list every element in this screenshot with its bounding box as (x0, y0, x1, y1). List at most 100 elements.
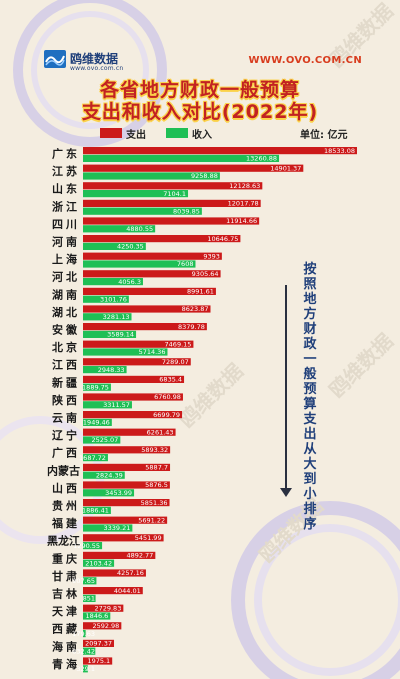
expenditure-value-label: 18533.08 (324, 147, 355, 155)
expenditure-value-label: 10646.75 (207, 235, 238, 243)
expenditure-bar (83, 305, 211, 313)
category-label: 四川 (52, 218, 80, 231)
revenue-bar (83, 207, 202, 215)
revenue-value-label: 9258.88 (191, 172, 218, 180)
expenditure-value-label: 5451.99 (135, 534, 162, 542)
category-label: 湖南 (52, 287, 80, 301)
expenditure-value-label: 4044.01 (114, 587, 141, 595)
revenue-bar (83, 225, 156, 233)
expenditure-value-label: 4892.77 (126, 552, 153, 560)
category-label: 福建 (51, 516, 80, 530)
expenditure-bar (83, 516, 168, 524)
revenue-value-label: 3339.21 (103, 524, 130, 532)
revenue-value-label: 2824.39 (96, 471, 123, 479)
revenue-bar (83, 242, 146, 250)
revenue-bar (83, 154, 280, 162)
category-label: 浙江 (52, 199, 80, 213)
revenue-bar (83, 348, 168, 356)
expenditure-bar (83, 147, 357, 155)
revenue-bar (83, 471, 125, 479)
revenue-bar (83, 524, 133, 532)
revenue-value-label: 4880.55 (126, 225, 153, 233)
expenditure-bar (83, 252, 222, 260)
expenditure-bar (83, 569, 146, 577)
revenue-bar (83, 630, 86, 638)
expenditure-bar (83, 446, 171, 454)
category-label: 广东 (52, 147, 80, 161)
revenue-bar (83, 594, 96, 602)
category-label: 重庆 (52, 551, 80, 565)
revenue-value-label: 3453.99 (105, 489, 132, 497)
category-label: 青海 (52, 657, 80, 671)
revenue-value-label: 1886.41 (82, 507, 109, 515)
expenditure-value-label: 9305.64 (192, 270, 219, 278)
expenditure-value-label: 8379.78 (178, 323, 205, 331)
expenditure-bar (83, 639, 115, 647)
category-label: 甘肃 (52, 569, 80, 583)
revenue-bar (83, 647, 96, 655)
expenditure-value-label: 6835.4 (159, 376, 182, 384)
revenue-bar (83, 260, 196, 268)
expenditure-value-label: 5887.7 (145, 464, 168, 472)
expenditure-bar (83, 393, 183, 401)
expenditure-value-label: 8991.61 (187, 288, 214, 296)
expenditure-value-label: 5851.36 (141, 499, 168, 507)
expenditure-value-label: 4257.16 (117, 569, 144, 577)
chart-title-line-2: 支出和收入对比(2022年) (81, 101, 319, 123)
revenue-bar (83, 418, 112, 426)
revenue-bar (83, 559, 115, 567)
expenditure-value-label: 5691.22 (138, 516, 165, 524)
category-label: 河南 (52, 235, 80, 249)
revenue-value-label: 832.42 (72, 647, 95, 655)
category-label: 北京 (52, 340, 80, 354)
expenditure-value-label: 8623.87 (182, 305, 209, 313)
revenue-bar (83, 489, 135, 497)
expenditure-bar (83, 428, 176, 436)
expenditure-value-label: 2592.98 (92, 622, 119, 630)
expenditure-bar (83, 534, 164, 542)
revenue-bar (83, 172, 220, 180)
expenditure-bar (83, 287, 216, 295)
revenue-value-label: 3281.13 (103, 313, 130, 321)
revenue-value-label: 4250.35 (117, 243, 144, 251)
category-label: 山东 (52, 182, 80, 196)
expenditure-bar (83, 235, 241, 243)
category-label: 江苏 (52, 164, 80, 178)
sort-note: 按照地方财政一般预算支出从大到小排序 (303, 262, 317, 532)
expenditure-bar (83, 657, 113, 665)
logo-text: 鸥维数据 (70, 52, 119, 66)
expenditure-value-label: 2097.37 (85, 640, 112, 648)
legend-swatch-revenue (166, 128, 188, 138)
expenditure-value-label: 12017.78 (228, 200, 259, 208)
expenditure-bar (83, 358, 191, 366)
revenue-value-label: 851 (83, 595, 95, 603)
revenue-bar (83, 454, 108, 462)
category-label: 吉林 (52, 587, 80, 601)
revenue-value-label: 5714.36 (139, 348, 166, 356)
category-label: 陕西 (52, 393, 80, 407)
expenditure-bar (83, 551, 156, 559)
expenditure-bar (83, 587, 143, 595)
revenue-value-label: 13260.88 (246, 155, 277, 163)
expenditure-bar (83, 375, 185, 383)
revenue-bar (83, 401, 132, 409)
wave-logo-icon (44, 50, 66, 68)
logo-url: www.ovo.com.cn (70, 65, 124, 72)
category-label: 新疆 (52, 375, 80, 389)
legend-swatch-expenditure (100, 128, 122, 138)
category-label: 上海 (52, 252, 80, 266)
arrow-down-icon (280, 488, 292, 497)
revenue-value-label: 1889.75 (82, 383, 109, 391)
revenue-bar (83, 295, 129, 303)
expenditure-bar (83, 463, 171, 471)
expenditure-bar (83, 164, 304, 172)
category-label: 广西 (52, 446, 80, 460)
revenue-value-label: 8039.85 (173, 207, 200, 215)
category-label: 贵州 (52, 499, 80, 513)
revenue-bar (83, 313, 132, 321)
revenue-bar (83, 436, 121, 444)
revenue-bar (83, 665, 88, 673)
category-label: 辽宁 (52, 428, 80, 442)
unit-label: 单位: 亿元 (300, 130, 348, 141)
expenditure-value-label: 6261.43 (147, 428, 174, 436)
